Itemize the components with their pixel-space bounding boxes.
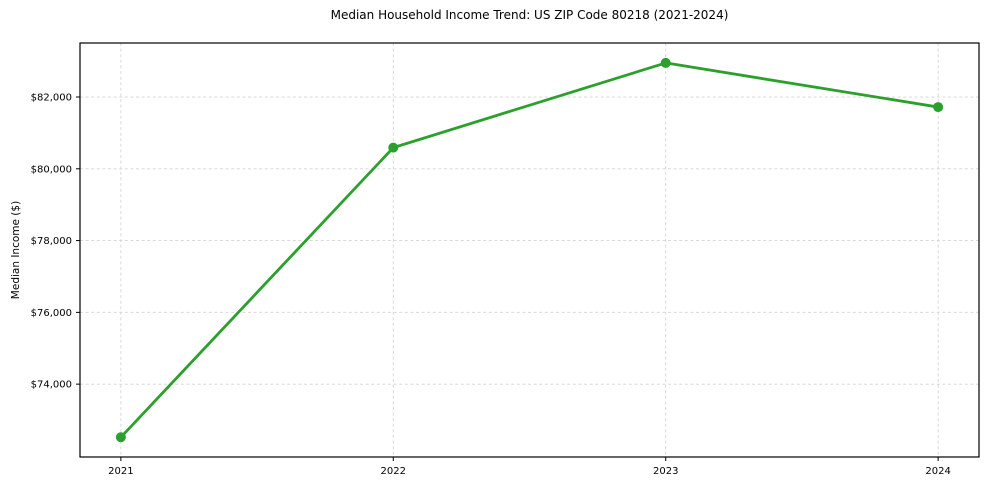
trend-line bbox=[119, 61, 940, 439]
y-tick-label: $82,000 bbox=[31, 93, 72, 104]
y-tick-label: $80,000 bbox=[31, 164, 72, 175]
plot-border bbox=[79, 42, 980, 458]
x-tick-label: 2022 bbox=[381, 466, 406, 477]
data-point-2024 bbox=[933, 102, 944, 113]
x-tick-label: 2024 bbox=[925, 466, 950, 477]
y-tick-label: $78,000 bbox=[31, 236, 72, 247]
data-point-2021 bbox=[115, 432, 126, 443]
data-point-2022 bbox=[388, 142, 399, 153]
y-tick-label: $74,000 bbox=[31, 380, 72, 391]
chart-title: Median Household Income Trend: US ZIP Co… bbox=[330, 8, 729, 22]
data-point-2023 bbox=[660, 57, 671, 68]
x-tick-label: 2023 bbox=[653, 466, 678, 477]
y-tick-label: $76,000 bbox=[31, 308, 72, 319]
x-tick-label: 2021 bbox=[108, 466, 133, 477]
